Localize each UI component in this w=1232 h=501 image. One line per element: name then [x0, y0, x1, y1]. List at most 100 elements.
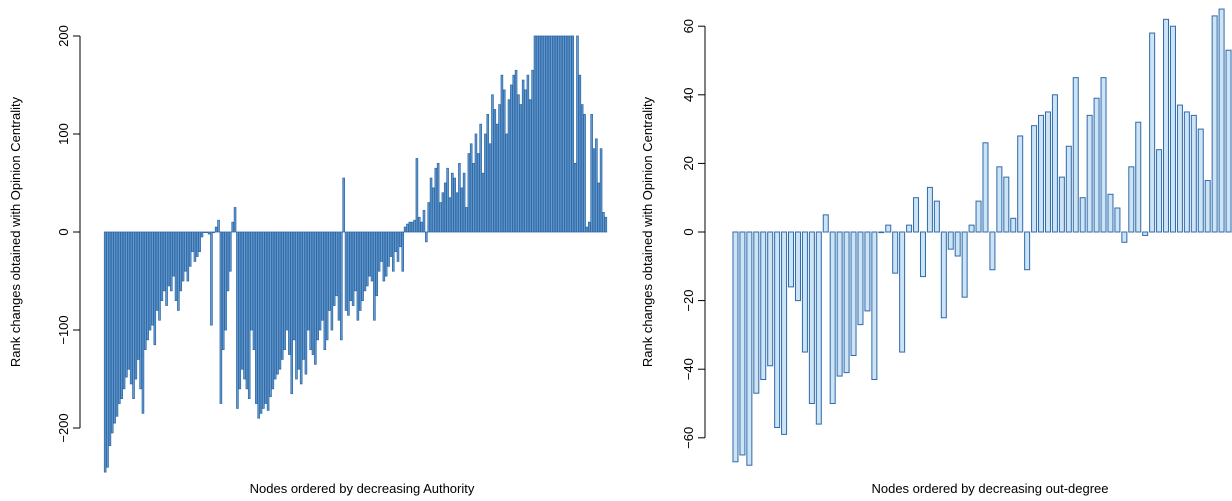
bar [292, 231, 296, 341]
bar [547, 35, 551, 233]
bar [595, 138, 598, 233]
bar [245, 231, 249, 390]
bar [436, 162, 440, 233]
bar [219, 231, 223, 404]
bar [276, 231, 279, 375]
bar [160, 231, 164, 301]
bar [1225, 49, 1232, 233]
bar [115, 231, 119, 417]
bar [940, 231, 947, 319]
bar [363, 231, 367, 292]
bar [148, 231, 152, 331]
bar [257, 231, 260, 419]
bar [1128, 166, 1135, 233]
bar [377, 231, 381, 272]
y-tick-label: 0 [56, 228, 71, 235]
x-axis-label-left: Nodes ordered by decreasing Authority [250, 481, 475, 496]
bar [325, 231, 329, 341]
bar [139, 231, 142, 390]
bar [1218, 8, 1225, 233]
y-tick-label: −40 [681, 358, 696, 380]
bar [460, 187, 464, 233]
bar [514, 69, 518, 233]
bar [1086, 114, 1093, 233]
bar [448, 197, 452, 233]
bar [510, 84, 513, 233]
bar [141, 231, 145, 414]
bar [486, 114, 490, 233]
bar [1183, 111, 1190, 233]
bar [564, 35, 567, 233]
bar [304, 231, 308, 375]
bar [1156, 149, 1163, 233]
bar [198, 231, 201, 253]
bar [231, 221, 234, 233]
bar [373, 231, 376, 321]
bar [174, 231, 178, 301]
bar [794, 231, 801, 302]
bar [801, 231, 808, 353]
bar [129, 231, 133, 385]
bar [566, 35, 570, 233]
bar [467, 153, 471, 233]
bar [210, 231, 213, 326]
bar [484, 133, 487, 233]
bar [127, 231, 131, 370]
bar [1204, 180, 1211, 233]
bar [358, 231, 362, 311]
bar [103, 231, 107, 473]
bar [439, 202, 442, 233]
bar [382, 231, 386, 282]
bar [1100, 77, 1107, 233]
bar [330, 231, 334, 331]
bar [458, 162, 461, 233]
bar [1038, 114, 1045, 233]
bar [158, 231, 161, 321]
bar [495, 123, 499, 233]
bar [340, 231, 343, 341]
bar [321, 231, 324, 321]
bar [425, 231, 428, 243]
bar [1044, 111, 1051, 233]
bar [531, 69, 534, 233]
bar [507, 99, 511, 233]
bar [524, 89, 527, 233]
bar [540, 35, 544, 233]
bar [335, 231, 338, 297]
bar [401, 231, 405, 272]
y-tick-label: −60 [681, 427, 696, 449]
bar [281, 231, 284, 360]
bar [919, 231, 926, 278]
bar [453, 177, 456, 233]
bar [271, 231, 275, 390]
bar [552, 35, 556, 233]
bar [1135, 121, 1142, 233]
bar [465, 207, 468, 233]
bar [528, 99, 532, 233]
bar [1149, 32, 1156, 233]
bar [370, 231, 374, 282]
bar [389, 231, 393, 257]
bar [441, 192, 445, 233]
bar [588, 221, 591, 233]
bar [1072, 77, 1079, 233]
bar [266, 231, 270, 411]
y-tick-label: 100 [56, 123, 71, 145]
bar [604, 216, 608, 233]
bar [113, 231, 116, 424]
bar [1176, 104, 1183, 233]
bar [179, 231, 183, 292]
bar [238, 231, 242, 390]
bar [1190, 114, 1197, 233]
bar [519, 104, 523, 233]
bar [1065, 145, 1072, 233]
bar [491, 94, 494, 233]
bar [396, 231, 400, 262]
bar [954, 231, 961, 257]
bar [134, 231, 138, 380]
bar [892, 231, 899, 274]
y-axis-left: −200 −100 0 100 200 [56, 25, 81, 443]
bar [226, 231, 230, 292]
bar [434, 167, 438, 233]
